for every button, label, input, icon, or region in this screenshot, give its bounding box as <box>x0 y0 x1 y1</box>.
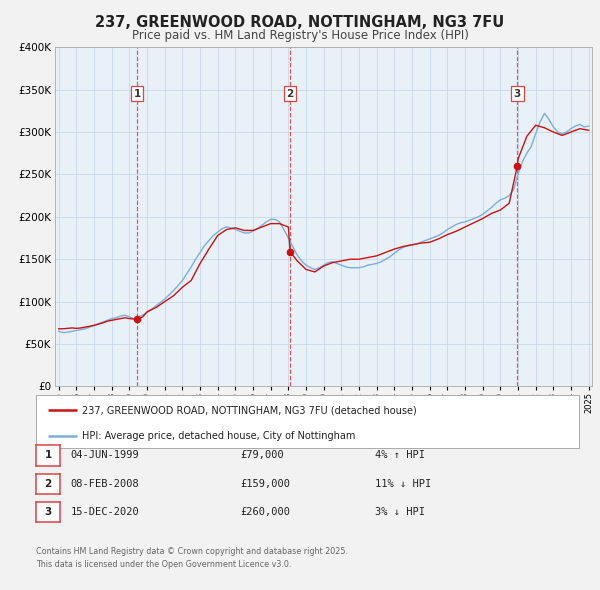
Text: 2: 2 <box>44 479 52 489</box>
Text: Price paid vs. HM Land Registry's House Price Index (HPI): Price paid vs. HM Land Registry's House … <box>131 30 469 42</box>
Text: 04-JUN-1999: 04-JUN-1999 <box>71 451 140 460</box>
Text: 3: 3 <box>514 89 521 99</box>
Text: £159,000: £159,000 <box>240 479 290 489</box>
Text: 1: 1 <box>44 451 52 460</box>
Text: 237, GREENWOOD ROAD, NOTTINGHAM, NG3 7FU (detached house): 237, GREENWOOD ROAD, NOTTINGHAM, NG3 7FU… <box>82 405 417 415</box>
Text: Contains HM Land Registry data © Crown copyright and database right 2025.: Contains HM Land Registry data © Crown c… <box>36 548 348 556</box>
Text: 237, GREENWOOD ROAD, NOTTINGHAM, NG3 7FU: 237, GREENWOOD ROAD, NOTTINGHAM, NG3 7FU <box>95 15 505 30</box>
Text: HPI: Average price, detached house, City of Nottingham: HPI: Average price, detached house, City… <box>82 431 356 441</box>
Text: 1: 1 <box>133 89 140 99</box>
Text: 3% ↓ HPI: 3% ↓ HPI <box>375 507 425 517</box>
Text: 3: 3 <box>44 507 52 517</box>
Text: This data is licensed under the Open Government Licence v3.0.: This data is licensed under the Open Gov… <box>36 560 292 569</box>
Text: 15-DEC-2020: 15-DEC-2020 <box>71 507 140 517</box>
Text: £260,000: £260,000 <box>240 507 290 517</box>
Text: 4% ↑ HPI: 4% ↑ HPI <box>375 451 425 460</box>
Text: 2: 2 <box>287 89 294 99</box>
Text: 11% ↓ HPI: 11% ↓ HPI <box>375 479 431 489</box>
Text: 08-FEB-2008: 08-FEB-2008 <box>71 479 140 489</box>
Text: £79,000: £79,000 <box>240 451 284 460</box>
